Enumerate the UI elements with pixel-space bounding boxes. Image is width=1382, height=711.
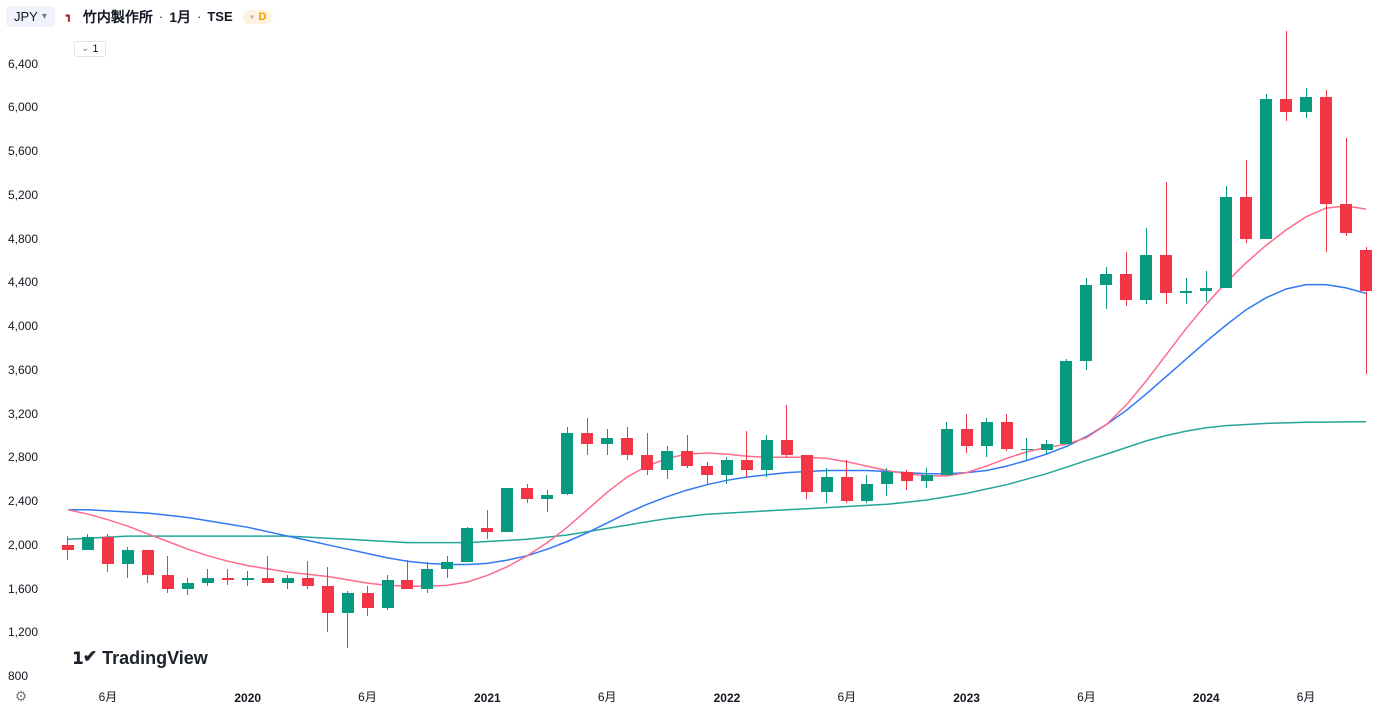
delay-badge: D — [243, 10, 274, 24]
y-tick-label: 4,800 — [8, 232, 38, 246]
x-tick-label: 6月 — [598, 688, 617, 705]
y-tick-label: 6,000 — [8, 100, 38, 114]
y-tick-label: 5,600 — [8, 144, 38, 158]
y-tick-label: 3,200 — [8, 407, 38, 421]
y-tick-label: 6,400 — [8, 57, 38, 71]
x-tick-label: 2021 — [474, 691, 501, 705]
tv-logo-icon: 𝟭✔ — [72, 649, 96, 669]
x-tick-label: 2023 — [953, 691, 980, 705]
y-tick-label: 2,000 — [8, 538, 38, 552]
y-tick-label: 1,600 — [8, 582, 38, 596]
y-tick-label: 4,400 — [8, 275, 38, 289]
y-tick-label: 1,200 — [8, 625, 38, 639]
y-tick-label: 4,000 — [8, 319, 38, 333]
ticker-icon: ┓ — [61, 9, 77, 25]
y-tick-label: 2,400 — [8, 494, 38, 508]
exchange-label: TSE — [207, 9, 232, 24]
y-tick-label: 3,600 — [8, 363, 38, 377]
tradingview-watermark: 𝟭✔ TradingView — [72, 648, 208, 669]
separator-dot: · — [197, 9, 201, 24]
currency-label: JPY — [14, 9, 38, 24]
y-tick-label: 800 — [8, 669, 28, 683]
indicator-count: 1 — [92, 43, 98, 55]
currency-selector[interactable]: JPY ▾ — [6, 6, 55, 27]
chevron-down-icon: ▾ — [42, 11, 47, 22]
x-tick-label: 2024 — [1193, 691, 1220, 705]
chevron-down-icon: ⌄ — [81, 43, 89, 54]
watermark-text: TradingView — [102, 648, 208, 669]
interval-label[interactable]: 1月 — [169, 7, 191, 27]
x-tick-label: 6月 — [358, 688, 377, 705]
x-tick-label: 2020 — [234, 691, 261, 705]
x-tick-label: 6月 — [1297, 688, 1316, 705]
price-chart[interactable]: 800 1,200 1,600 2,000 2,400 2,800 3,200 3,600 4,… — [0, 0, 1382, 711]
y-tick-label: 5,200 — [8, 188, 38, 202]
x-tick-label: 6月 — [99, 688, 118, 705]
x-tick-label: 2022 — [714, 691, 741, 705]
x-tick-label: 6月 — [1077, 688, 1096, 705]
indicator-toggle[interactable]: ⌄ 1 — [74, 41, 106, 57]
x-tick-label: 6月 — [837, 688, 856, 705]
symbol-name[interactable]: 竹内製作所 — [83, 7, 153, 27]
moving-averages — [0, 0, 1382, 711]
separator-dot: · — [159, 9, 163, 24]
y-tick-label: 2,800 — [8, 450, 38, 464]
settings-icon[interactable]: ⚙ — [12, 687, 30, 705]
